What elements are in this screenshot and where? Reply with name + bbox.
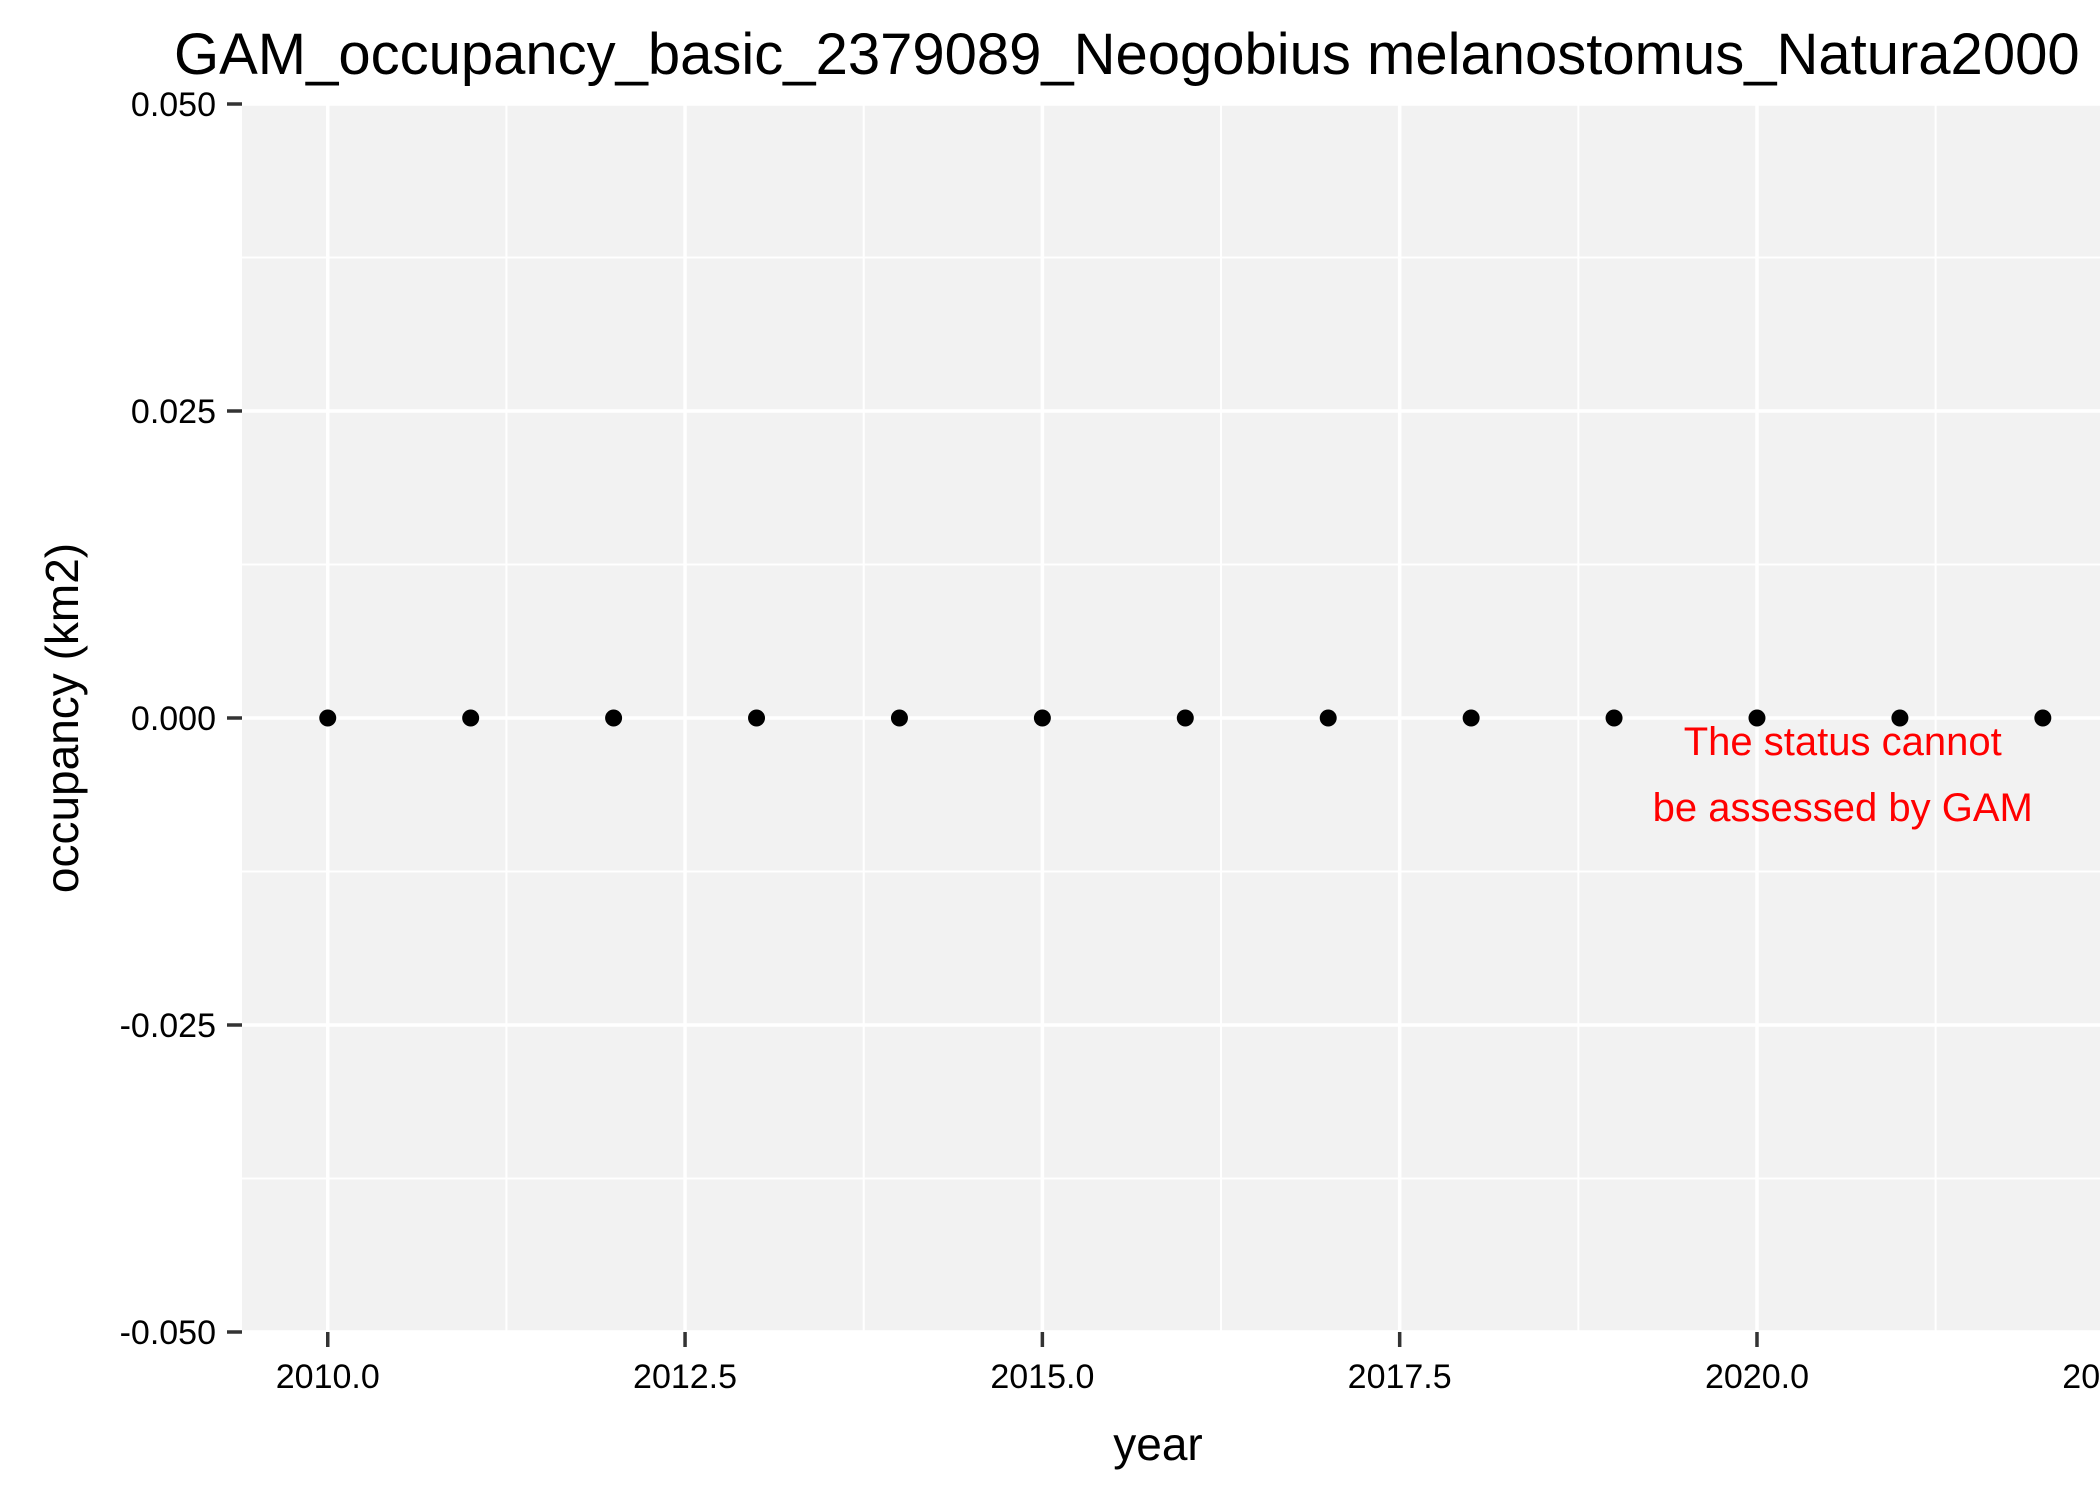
annotation-line: The status cannot xyxy=(1684,720,2002,764)
x-axis-title: year xyxy=(1113,1418,1202,1470)
y-tick-label: 0.050 xyxy=(131,86,216,124)
data-point xyxy=(1176,709,1194,727)
annotation-line: be assessed by GAM xyxy=(1653,786,2033,830)
data-point xyxy=(1033,709,1051,727)
x-tick-label: 2015.0 xyxy=(990,1358,1094,1396)
x-tick-label: 2022.5 xyxy=(2062,1358,2100,1396)
y-tick-label: 0.000 xyxy=(131,700,216,738)
x-tick-label: 2010.0 xyxy=(276,1358,380,1396)
data-point xyxy=(2034,709,2052,727)
y-tick-label: -0.050 xyxy=(120,1314,216,1352)
data-point xyxy=(1319,709,1337,727)
data-point xyxy=(1891,709,1909,727)
data-point xyxy=(1748,709,1766,727)
y-axis: -0.050 -0.025 0.000 0.025 0.050 xyxy=(120,86,242,1352)
x-axis: 2010.0 2012.5 2015.0 2017.5 2020.0 2022.5 xyxy=(276,1332,2100,1396)
data-points xyxy=(319,709,2052,727)
data-point xyxy=(605,709,623,727)
y-axis-title: occupancy (km2) xyxy=(36,543,88,893)
y-tick-label: -0.025 xyxy=(120,1007,216,1045)
data-point xyxy=(319,709,337,727)
chart-title: GAM_occupancy_basic_2379089_Neogobius me… xyxy=(174,22,2080,87)
y-tick-label: 0.025 xyxy=(131,393,216,431)
data-point xyxy=(462,709,480,727)
data-point xyxy=(1605,709,1623,727)
annotation: The status cannot be assessed by GAM xyxy=(1653,720,2033,830)
x-tick-label: 2012.5 xyxy=(633,1358,737,1396)
x-tick-label: 2017.5 xyxy=(1348,1358,1452,1396)
data-point xyxy=(1462,709,1480,727)
x-tick-label: 2020.0 xyxy=(1705,1358,1809,1396)
data-point xyxy=(748,709,766,727)
data-point xyxy=(890,709,908,727)
